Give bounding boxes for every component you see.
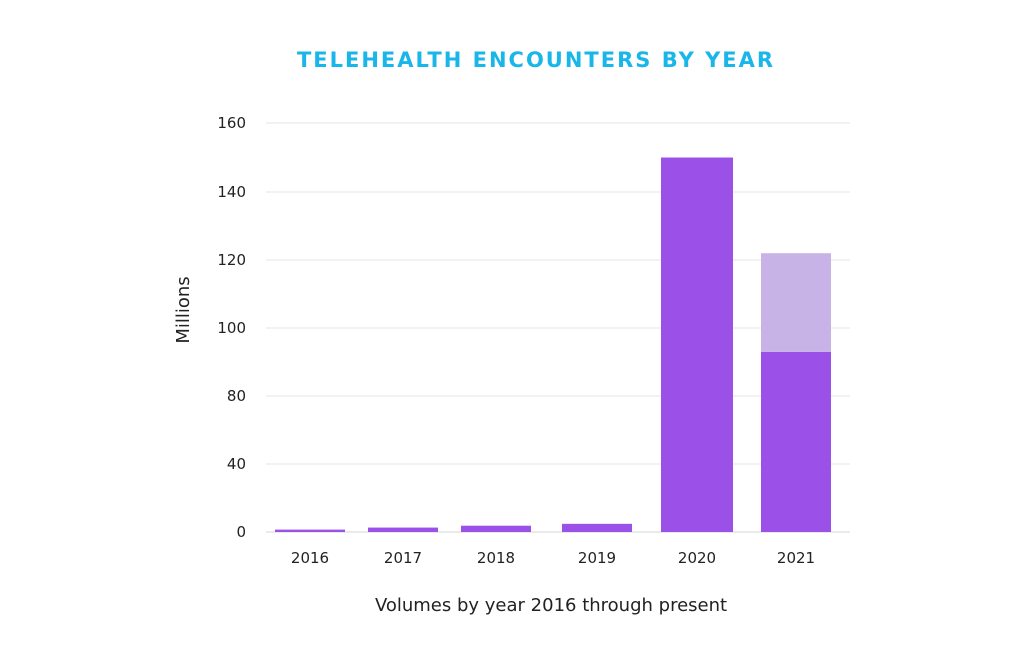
y-tick-label: 140 — [217, 183, 246, 201]
y-tick-label: 160 — [217, 114, 246, 132]
bar — [461, 525, 531, 532]
bar — [275, 529, 345, 532]
x-tick-label: 2018 — [477, 549, 515, 567]
x-tick-label: 2017 — [384, 549, 422, 567]
bar-segment-upper — [761, 253, 831, 352]
x-axis-title: Volumes by year 2016 through present — [375, 595, 727, 616]
y-axis-title: Millions — [173, 276, 194, 343]
y-tick-label: 40 — [227, 455, 246, 473]
x-tick-label: 2020 — [678, 549, 716, 567]
y-tick-label: 80 — [227, 387, 246, 405]
x-tick-label: 2021 — [777, 549, 815, 567]
y-tick-label: 100 — [217, 319, 246, 337]
bar — [661, 157, 733, 532]
bar — [761, 351, 831, 532]
chart-title: TELEHEALTH ENCOUNTERS BY YEAR — [296, 48, 776, 72]
x-tick-label: 2016 — [291, 549, 329, 567]
bar — [562, 523, 632, 532]
bar — [368, 527, 438, 532]
y-tick-label: 0 — [236, 523, 246, 541]
y-tick-label: 120 — [217, 251, 246, 269]
x-tick-label: 2019 — [578, 549, 616, 567]
